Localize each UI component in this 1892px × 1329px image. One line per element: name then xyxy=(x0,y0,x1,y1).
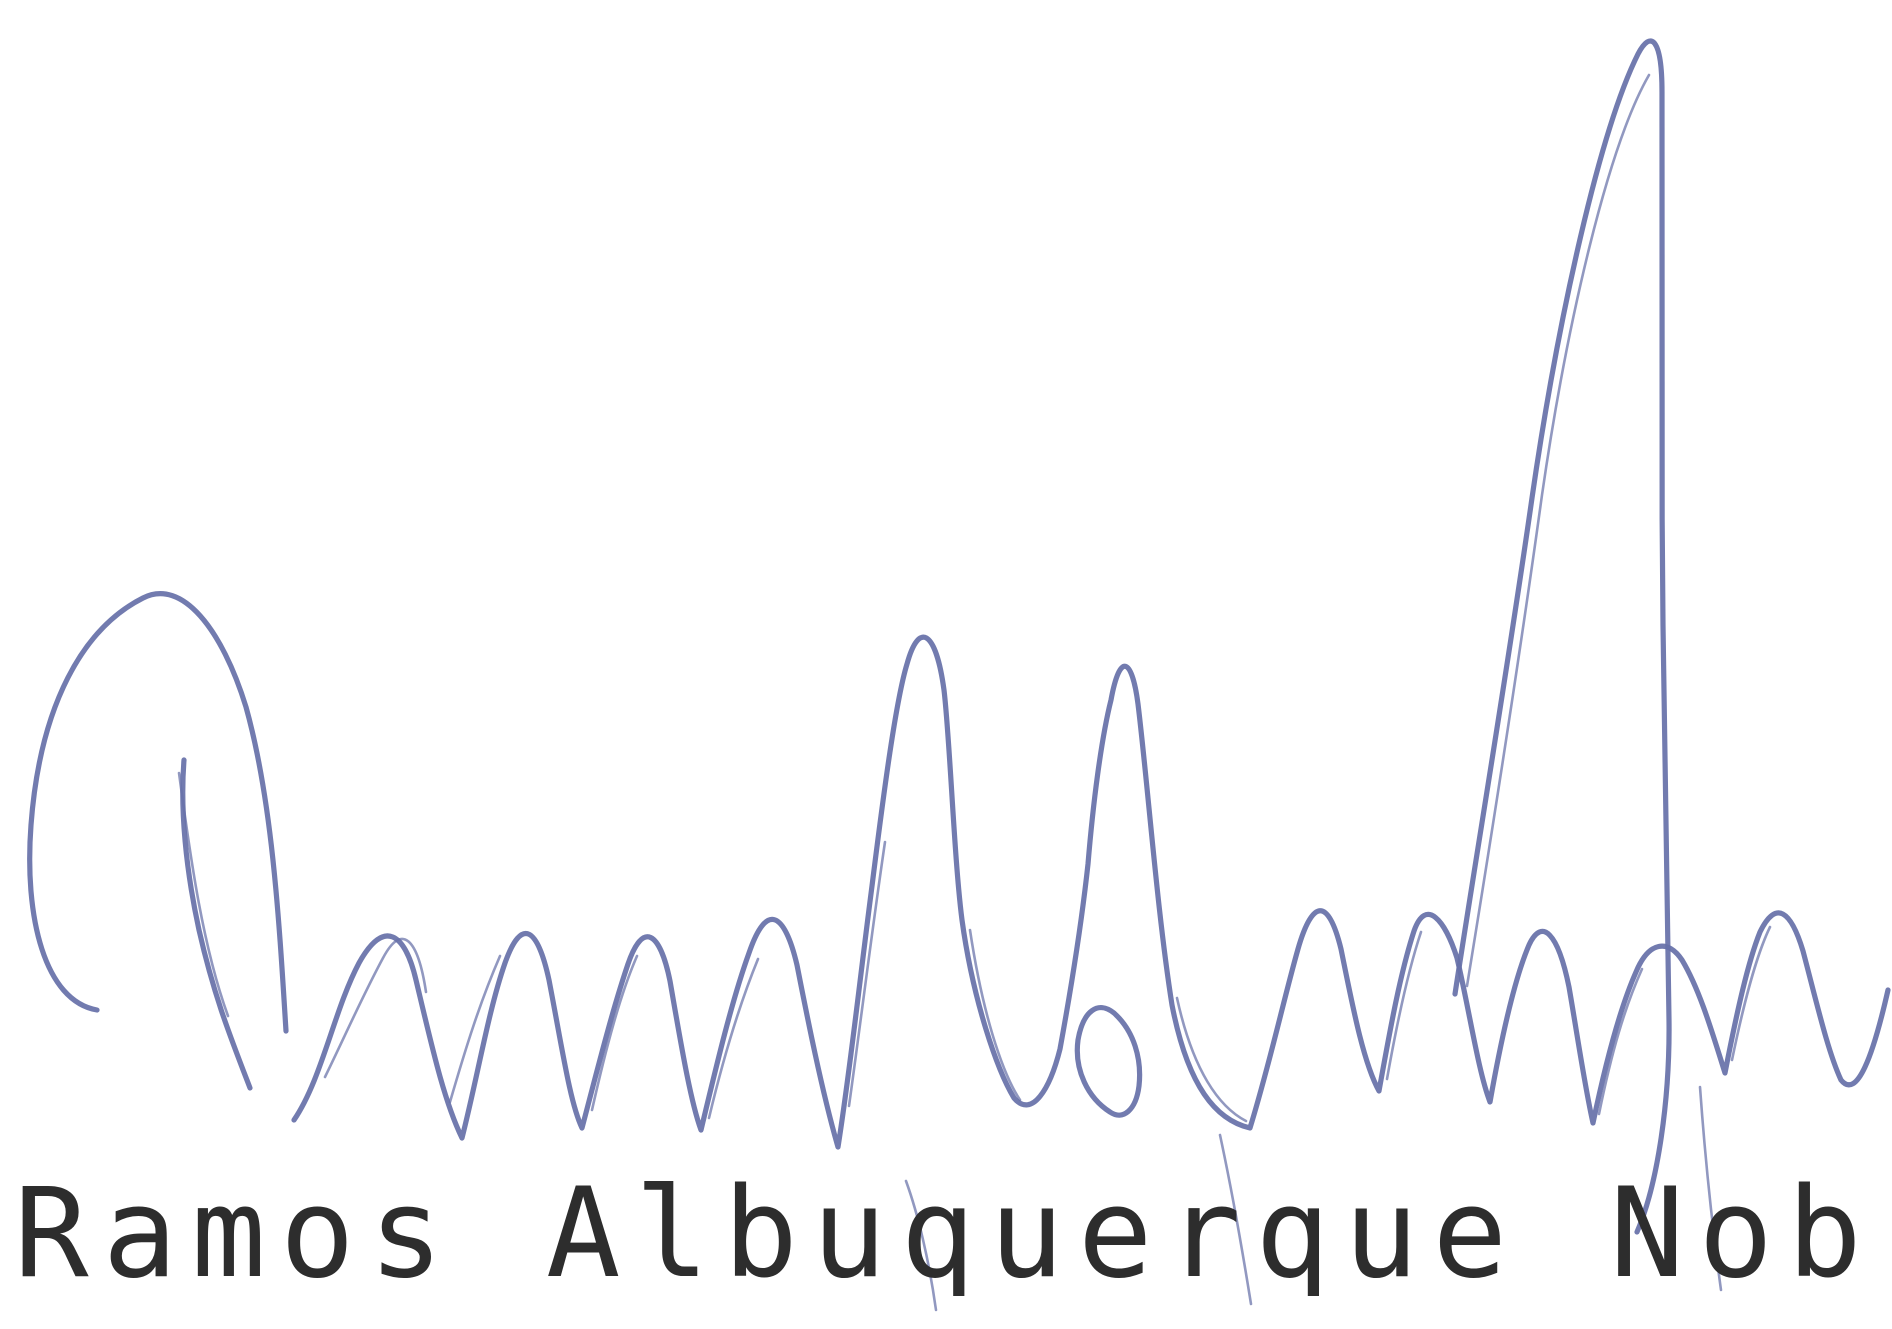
signature-stroke xyxy=(177,771,230,1018)
signature-opening-loop xyxy=(27,591,289,1034)
signature-middle-loop xyxy=(1074,1005,1143,1118)
signature-stroke xyxy=(180,757,253,1091)
signature-tall-loop xyxy=(1465,73,1651,988)
signature-flourish xyxy=(291,634,1891,1150)
signature-tall-loop xyxy=(1452,38,1672,1235)
signature-descender xyxy=(904,1085,1723,1312)
typed-signer-name: Ramos Albuquerque Nobre xyxy=(14,1172,1892,1296)
signature-flourish xyxy=(323,840,1772,1123)
